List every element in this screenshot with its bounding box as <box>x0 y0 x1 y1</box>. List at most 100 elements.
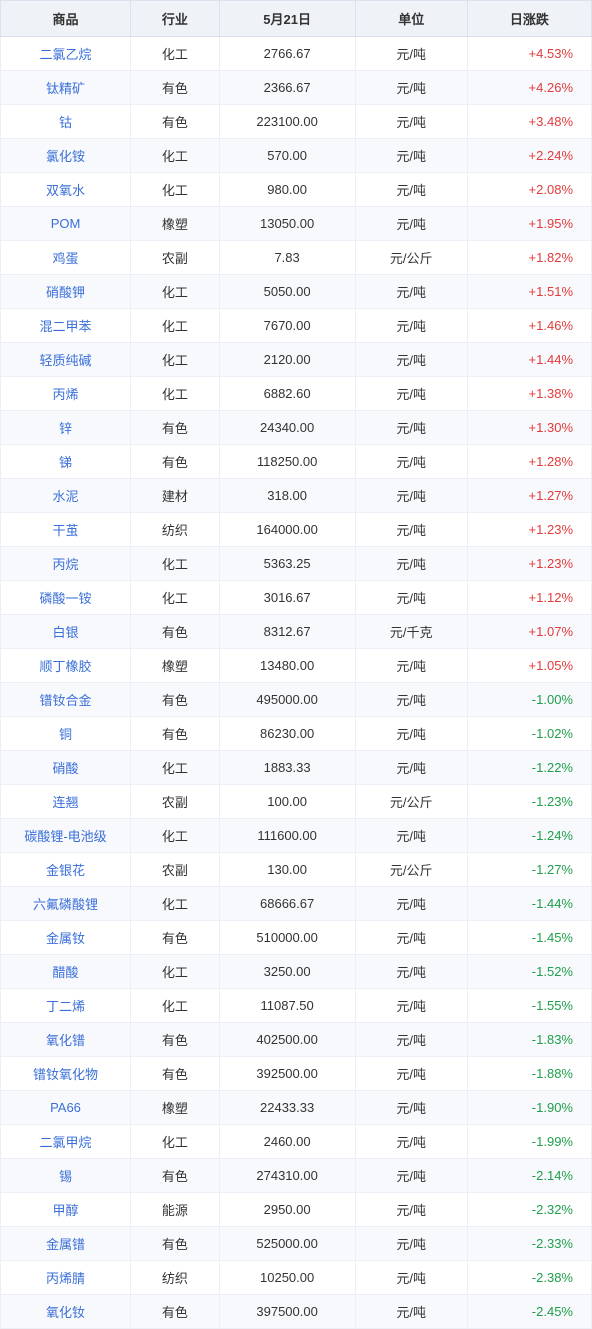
product-cell[interactable]: 鸡蛋 <box>1 241 131 275</box>
table-row: 镨钕氧化物有色392500.00元/吨-1.88% <box>1 1057 592 1091</box>
product-cell[interactable]: 锡 <box>1 1159 131 1193</box>
industry-cell: 化工 <box>131 377 220 411</box>
product-cell[interactable]: 二氯乙烷 <box>1 37 131 71</box>
change-cell: +1.23% <box>467 513 591 547</box>
industry-cell: 化工 <box>131 1125 220 1159</box>
price-cell: 118250.00 <box>219 445 355 479</box>
table-row: 硝酸钾化工5050.00元/吨+1.51% <box>1 275 592 309</box>
industry-cell: 有色 <box>131 683 220 717</box>
price-cell: 164000.00 <box>219 513 355 547</box>
product-cell[interactable]: 碳酸锂-电池级 <box>1 819 131 853</box>
price-cell: 274310.00 <box>219 1159 355 1193</box>
table-row: 醋酸化工3250.00元/吨-1.52% <box>1 955 592 989</box>
product-cell[interactable]: 金属钕 <box>1 921 131 955</box>
product-cell[interactable]: 磷酸一铵 <box>1 581 131 615</box>
product-cell[interactable]: 醋酸 <box>1 955 131 989</box>
industry-cell: 化工 <box>131 547 220 581</box>
change-cell: -1.90% <box>467 1091 591 1125</box>
unit-cell: 元/吨 <box>355 547 467 581</box>
price-cell: 13480.00 <box>219 649 355 683</box>
industry-cell: 有色 <box>131 71 220 105</box>
product-cell[interactable]: 六氟磷酸锂 <box>1 887 131 921</box>
product-cell[interactable]: 氧化钕 <box>1 1295 131 1329</box>
table-row: 丁二烯化工11087.50元/吨-1.55% <box>1 989 592 1023</box>
unit-cell: 元/吨 <box>355 173 467 207</box>
table-body: 二氯乙烷化工2766.67元/吨+4.53%钛精矿有色2366.67元/吨+4.… <box>1 37 592 1329</box>
unit-cell: 元/吨 <box>355 1125 467 1159</box>
table-row: 镨钕合金有色495000.00元/吨-1.00% <box>1 683 592 717</box>
product-cell[interactable]: 连翘 <box>1 785 131 819</box>
change-cell: -1.24% <box>467 819 591 853</box>
unit-cell: 元/吨 <box>355 819 467 853</box>
industry-cell: 化工 <box>131 309 220 343</box>
product-cell[interactable]: 镨钕合金 <box>1 683 131 717</box>
unit-cell: 元/吨 <box>355 1227 467 1261</box>
industry-cell: 化工 <box>131 343 220 377</box>
table-row: 双氧水化工980.00元/吨+2.08% <box>1 173 592 207</box>
price-cell: 2120.00 <box>219 343 355 377</box>
price-cell: 392500.00 <box>219 1057 355 1091</box>
price-cell: 2766.67 <box>219 37 355 71</box>
unit-cell: 元/公斤 <box>355 785 467 819</box>
change-cell: -1.99% <box>467 1125 591 1159</box>
unit-cell: 元/吨 <box>355 275 467 309</box>
product-cell[interactable]: 白银 <box>1 615 131 649</box>
industry-cell: 有色 <box>131 445 220 479</box>
change-cell: +1.95% <box>467 207 591 241</box>
unit-cell: 元/吨 <box>355 411 467 445</box>
table-row: 混二甲苯化工7670.00元/吨+1.46% <box>1 309 592 343</box>
product-cell[interactable]: 丙烷 <box>1 547 131 581</box>
product-cell[interactable]: 氯化铵 <box>1 139 131 173</box>
price-cell: 6882.60 <box>219 377 355 411</box>
product-cell[interactable]: 丁二烯 <box>1 989 131 1023</box>
product-cell[interactable]: 甲醇 <box>1 1193 131 1227</box>
product-cell[interactable]: PA66 <box>1 1091 131 1125</box>
product-cell[interactable]: 水泥 <box>1 479 131 513</box>
product-cell[interactable]: 混二甲苯 <box>1 309 131 343</box>
unit-cell: 元/吨 <box>355 377 467 411</box>
product-cell[interactable]: 钴 <box>1 105 131 139</box>
unit-cell: 元/公斤 <box>355 853 467 887</box>
table-row: POM橡塑13050.00元/吨+1.95% <box>1 207 592 241</box>
product-cell[interactable]: 轻质纯碱 <box>1 343 131 377</box>
industry-cell: 有色 <box>131 105 220 139</box>
header-change: 日涨跌 <box>467 1 591 37</box>
industry-cell: 农副 <box>131 241 220 275</box>
unit-cell: 元/吨 <box>355 649 467 683</box>
product-cell[interactable]: 二氯甲烷 <box>1 1125 131 1159</box>
change-cell: -2.32% <box>467 1193 591 1227</box>
product-cell[interactable]: POM <box>1 207 131 241</box>
product-cell[interactable]: 顺丁橡胶 <box>1 649 131 683</box>
unit-cell: 元/吨 <box>355 1023 467 1057</box>
table-row: 轻质纯碱化工2120.00元/吨+1.44% <box>1 343 592 377</box>
table-row: 金属钕有色510000.00元/吨-1.45% <box>1 921 592 955</box>
table-row: 锌有色24340.00元/吨+1.30% <box>1 411 592 445</box>
table-row: 氧化镨有色402500.00元/吨-1.83% <box>1 1023 592 1057</box>
product-cell[interactable]: 丙烯腈 <box>1 1261 131 1295</box>
product-cell[interactable]: 铜 <box>1 717 131 751</box>
product-cell[interactable]: 金银花 <box>1 853 131 887</box>
product-cell[interactable]: 干茧 <box>1 513 131 547</box>
product-cell[interactable]: 镨钕氧化物 <box>1 1057 131 1091</box>
product-cell[interactable]: 氧化镨 <box>1 1023 131 1057</box>
industry-cell: 化工 <box>131 173 220 207</box>
header-product: 商品 <box>1 1 131 37</box>
product-cell[interactable]: 锌 <box>1 411 131 445</box>
header-industry: 行业 <box>131 1 220 37</box>
unit-cell: 元/吨 <box>355 1057 467 1091</box>
change-cell: +2.24% <box>467 139 591 173</box>
product-cell[interactable]: 硝酸 <box>1 751 131 785</box>
industry-cell: 化工 <box>131 139 220 173</box>
price-cell: 130.00 <box>219 853 355 887</box>
product-cell[interactable]: 双氧水 <box>1 173 131 207</box>
table-row: 金属镨有色525000.00元/吨-2.33% <box>1 1227 592 1261</box>
unit-cell: 元/吨 <box>355 207 467 241</box>
product-cell[interactable]: 锑 <box>1 445 131 479</box>
table-row: 锑有色118250.00元/吨+1.28% <box>1 445 592 479</box>
industry-cell: 纺织 <box>131 513 220 547</box>
change-cell: -1.52% <box>467 955 591 989</box>
product-cell[interactable]: 丙烯 <box>1 377 131 411</box>
product-cell[interactable]: 钛精矿 <box>1 71 131 105</box>
product-cell[interactable]: 金属镨 <box>1 1227 131 1261</box>
product-cell[interactable]: 硝酸钾 <box>1 275 131 309</box>
